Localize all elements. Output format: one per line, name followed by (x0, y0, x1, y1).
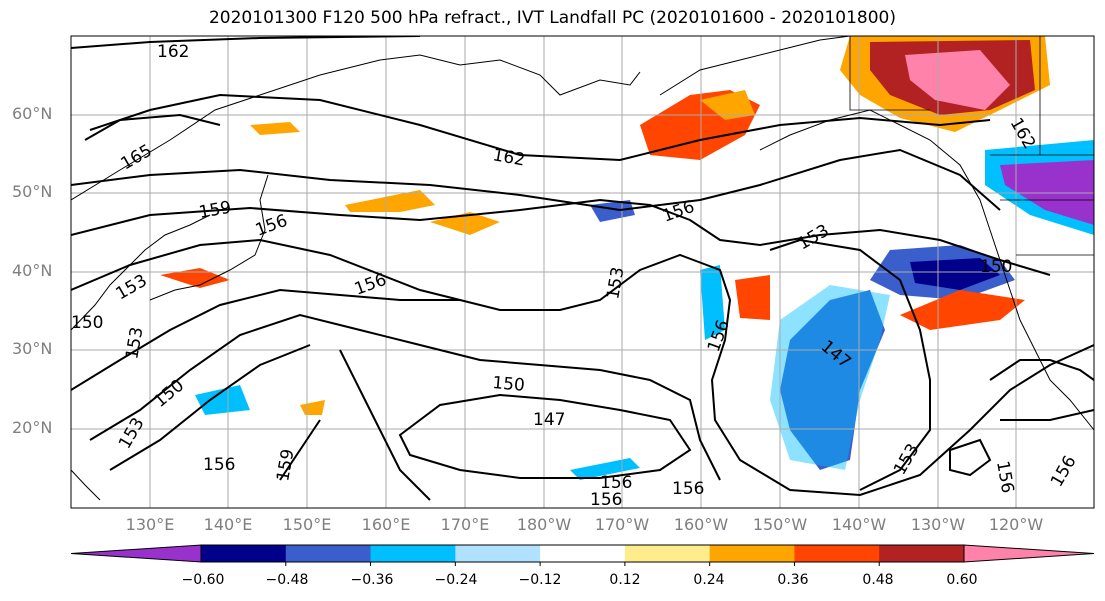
bering-orange-edge (700, 90, 755, 120)
colorbar-cell (709, 545, 795, 562)
colorbar-cell (370, 545, 456, 562)
colorbar-tick-label: 0.48 (862, 572, 894, 588)
colorbar-tick-label: 0.24 (693, 572, 725, 588)
subtropical-cyan (770, 285, 890, 470)
colorbar-tick-label: 0.36 (777, 572, 809, 588)
colorbar-tick-label: −0.24 (434, 572, 478, 588)
mid-orange-3 (160, 268, 230, 288)
colorbar-tick-label: −0.12 (518, 572, 562, 588)
lon-label: 170°E (440, 515, 490, 534)
pnw-navy (910, 258, 1000, 290)
colorbar-tick-label: 0.60 (946, 572, 978, 588)
graticule (71, 36, 1094, 508)
colorbar-cell (540, 545, 626, 562)
lon-label: 180°W (516, 515, 572, 534)
alaska-yukon-peak (905, 50, 1010, 110)
pnw-orange (900, 290, 1025, 330)
contour-label: 147 (533, 410, 565, 430)
lon-label: 130°W (910, 515, 966, 534)
map-frame (70, 35, 1095, 509)
lon-label: 130°E (125, 515, 175, 534)
lon-label: 150°W (752, 515, 808, 534)
contour-label: 150 (492, 373, 526, 396)
contour-label: 162 (157, 42, 189, 62)
colorbar-cell (879, 545, 965, 562)
mid-orange-5 (250, 122, 300, 135)
coastlines (71, 36, 1094, 501)
mid-blue-2 (700, 265, 725, 340)
colorbar-tick-label: 0.12 (609, 572, 641, 588)
mid-orange-4 (735, 275, 770, 320)
lon-label: 170°W (594, 515, 650, 534)
colorbar-tick-label: −0.36 (350, 572, 394, 588)
lat-label: 40°N (12, 261, 53, 280)
colorbar-cell (285, 545, 372, 562)
contour-label: 156 (600, 473, 632, 493)
contour-label: 150 (71, 313, 103, 333)
mid-orange-6 (300, 400, 325, 415)
contour-label: 156 (590, 490, 622, 510)
mid-blue-1 (590, 200, 635, 222)
mid-orange-1 (345, 190, 435, 212)
lat-label: 60°N (12, 104, 53, 123)
lon-label: 140°W (831, 515, 887, 534)
height-contours (71, 36, 1094, 501)
colorbar-cell (455, 545, 541, 562)
colorbar-cell (201, 545, 287, 562)
contour-label: 156 (672, 479, 704, 499)
contour-label: 150 (980, 257, 1012, 277)
lon-label: 160°W (673, 515, 729, 534)
borders (849, 36, 1094, 256)
lon-label: 150°E (282, 515, 332, 534)
chart-title: 2020101300 F120 500 hPa refract., IVT La… (208, 8, 896, 28)
contour-label: 156 (203, 455, 235, 475)
lon-label: 120°W (988, 515, 1044, 534)
lat-label: 50°N (12, 182, 53, 201)
mid-blue-4 (195, 385, 250, 415)
colorbar-cell (624, 545, 711, 562)
filled-anomalies (160, 36, 1094, 480)
lat-label: 20°N (12, 418, 53, 437)
colorbar-cell (963, 544, 1095, 563)
lon-label: 140°E (203, 515, 253, 534)
colorbar-tick-label: −0.60 (181, 572, 225, 588)
lat-label: 30°N (12, 339, 53, 358)
lon-label: 160°E (361, 515, 411, 534)
colorbar-frame (200, 544, 965, 563)
colorbar-tick-label: −0.48 (265, 572, 309, 588)
colorbar-cell (794, 545, 880, 562)
colorbar-cell (70, 544, 202, 563)
